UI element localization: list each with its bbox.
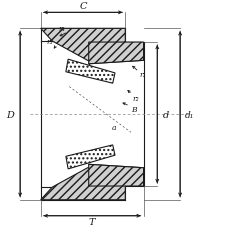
Text: d₁: d₁ xyxy=(184,110,193,119)
Text: r₃: r₃ xyxy=(46,38,53,46)
Text: r₁: r₁ xyxy=(139,71,145,79)
Text: C: C xyxy=(79,2,86,11)
Text: a: a xyxy=(111,123,116,131)
Text: D: D xyxy=(6,110,14,119)
Text: T: T xyxy=(89,218,95,226)
Polygon shape xyxy=(88,43,143,65)
Text: r₄: r₄ xyxy=(58,25,64,33)
Polygon shape xyxy=(41,29,125,61)
Text: d: d xyxy=(163,110,169,119)
Polygon shape xyxy=(41,168,125,200)
Polygon shape xyxy=(88,165,143,186)
Text: r₂: r₂ xyxy=(132,95,139,103)
Polygon shape xyxy=(52,42,87,187)
Text: B: B xyxy=(130,106,136,114)
Polygon shape xyxy=(65,60,114,84)
Polygon shape xyxy=(65,145,114,169)
